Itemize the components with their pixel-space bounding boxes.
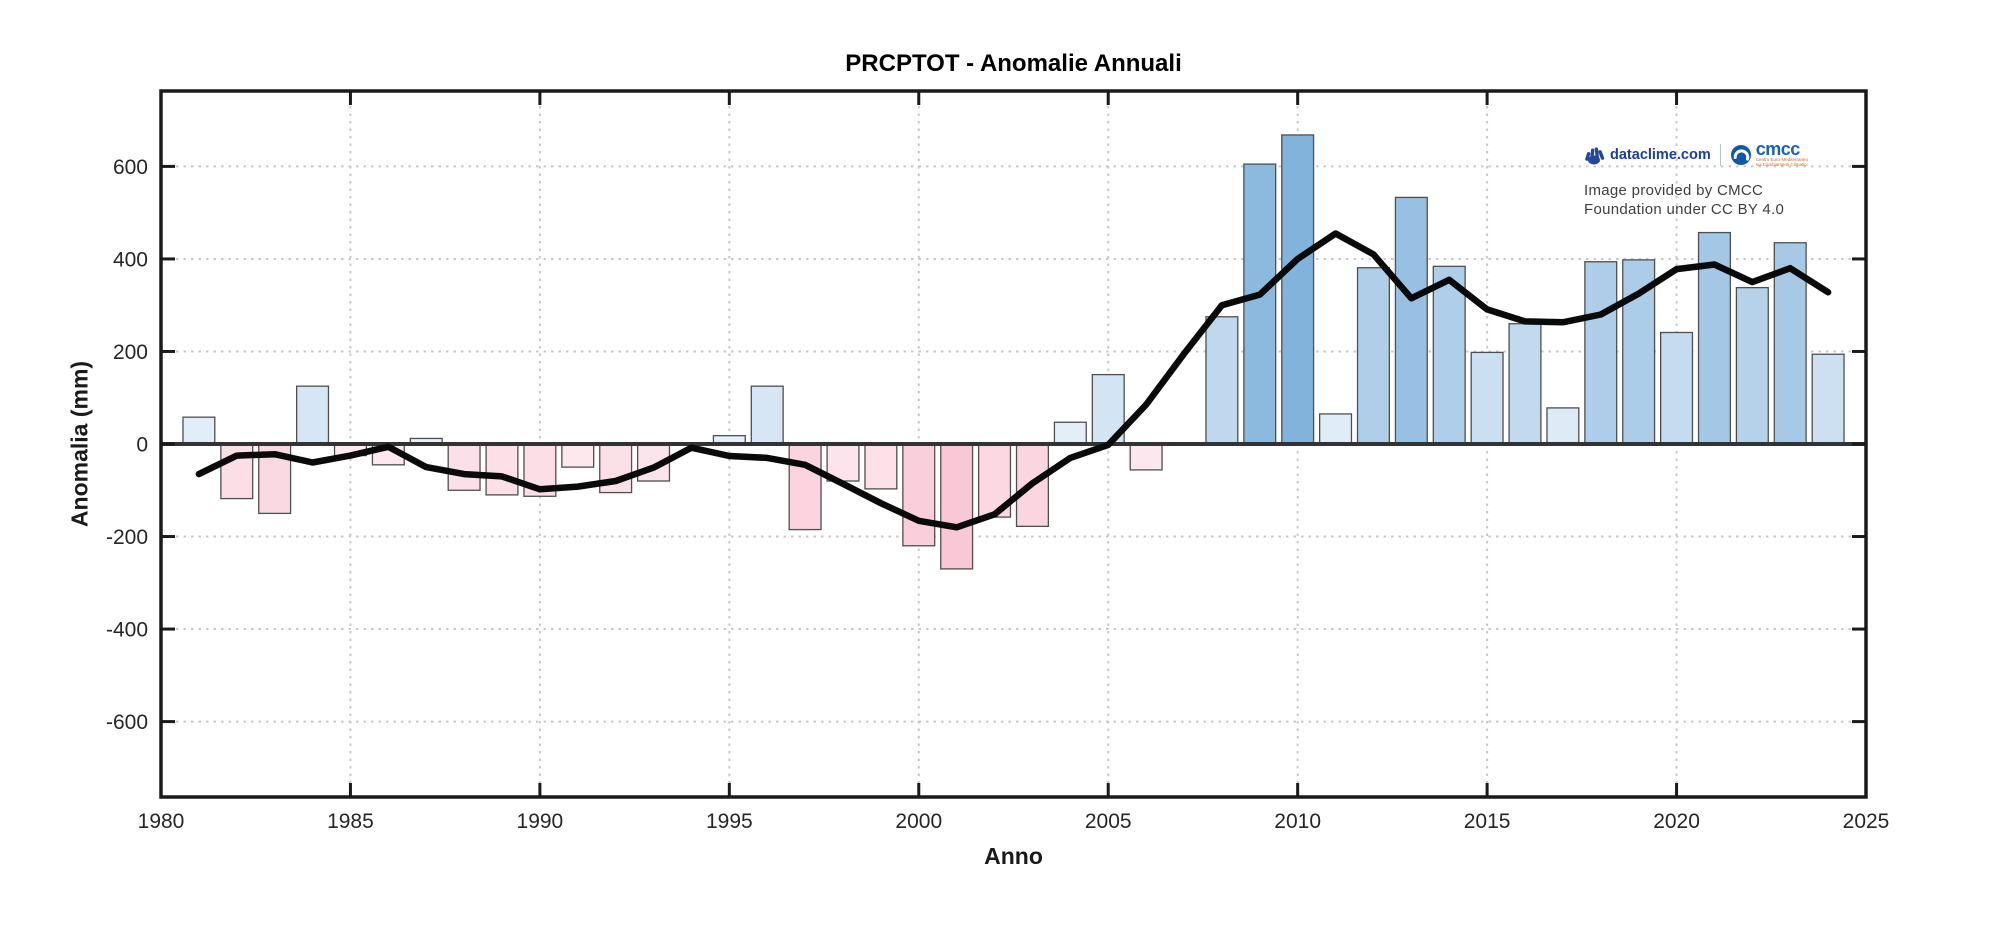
cmcc-tagline-line1: Centro Euro-Mediterraneo <box>1755 156 1809 162</box>
bar-2009 <box>1243 163 1277 445</box>
x-tick-label-1980: 1980 <box>138 810 185 833</box>
dataclime-brand: dataclime.com <box>1610 147 1711 163</box>
x-tick-label-1995: 1995 <box>706 810 753 833</box>
attribution-line1: Image provided by CMCC <box>1584 182 1764 199</box>
bar-1991 <box>561 443 595 468</box>
bar-1981 <box>182 416 216 445</box>
x-tick-label-2000: 2000 <box>895 810 942 833</box>
bar-2015 <box>1470 351 1504 445</box>
bar-1997 <box>788 443 822 531</box>
x-tick-label-2005: 2005 <box>1085 810 1132 833</box>
x-axis-title: Anno <box>984 843 1043 869</box>
x-tick-label-1990: 1990 <box>517 810 564 833</box>
chart-title: PRCPTOT - Anomalie Annuali <box>845 50 1182 77</box>
x-tick-label-1985: 1985 <box>327 810 374 833</box>
bar-2017 <box>1546 407 1580 445</box>
x-tick-label-2015: 2015 <box>1464 810 1511 833</box>
logo-row: dataclime.com cmcc Centro Euro-Mediterra… <box>1584 139 1884 169</box>
bar-2018 <box>1584 261 1618 445</box>
bar-1984 <box>295 385 330 445</box>
y-tick-label-0: 0 <box>136 434 148 457</box>
bar-2016 <box>1508 323 1542 445</box>
trend-line <box>195 230 1832 531</box>
bar-2020 <box>1659 331 1694 445</box>
bar-2022 <box>1735 286 1769 445</box>
cmcc-wordmark-block: cmcc Centro Euro-Mediterraneo sui Cambia… <box>1755 139 1809 168</box>
y-tick-label-600: 600 <box>113 156 148 179</box>
attribution-block: dataclime.com cmcc Centro Euro-Mediterra… <box>1584 139 1884 219</box>
bar-2006 <box>1129 443 1163 471</box>
bar-2012 <box>1356 267 1391 445</box>
x-tick-label-2020: 2020 <box>1653 810 1700 833</box>
y-tick-label--400: -400 <box>106 619 148 642</box>
y-tick-label--600: -600 <box>106 711 148 734</box>
bar-1999 <box>864 443 898 490</box>
bar-2008 <box>1205 316 1239 445</box>
y-axis-title: Anomalia (mm) <box>66 360 93 528</box>
bar-2004 <box>1053 421 1087 445</box>
bar-2011 <box>1318 413 1353 445</box>
bar-2000 <box>902 443 936 547</box>
x-tick-label-2025: 2025 <box>1843 810 1890 833</box>
dataclime-logo-icon <box>1585 147 1605 165</box>
bar-2001 <box>940 443 974 570</box>
bar-2010 <box>1281 134 1315 445</box>
bar-2014 <box>1432 265 1466 445</box>
bar-1996 <box>750 385 784 445</box>
bar-1988 <box>447 443 481 491</box>
attribution-line2: Foundation under CC BY 4.0 <box>1584 201 1785 218</box>
y-tick-label-400: 400 <box>113 248 148 271</box>
y-tick-label--200: -200 <box>106 526 148 549</box>
logo-divider <box>1719 144 1721 166</box>
bar-2024 <box>1811 353 1845 445</box>
cmcc-logo-icon <box>1730 145 1751 165</box>
cmcc-wordmark: cmcc <box>1755 139 1801 160</box>
x-tick-label-2010: 2010 <box>1274 810 1321 833</box>
bar-2013 <box>1394 196 1428 445</box>
attribution-text: Image provided by CMCC Foundation under … <box>1584 181 1884 219</box>
y-tick-label-200: 200 <box>113 341 148 364</box>
cmcc-tagline-line2: sui Cambiamenti Climatici <box>1755 162 1808 168</box>
bar-1989 <box>485 443 519 496</box>
